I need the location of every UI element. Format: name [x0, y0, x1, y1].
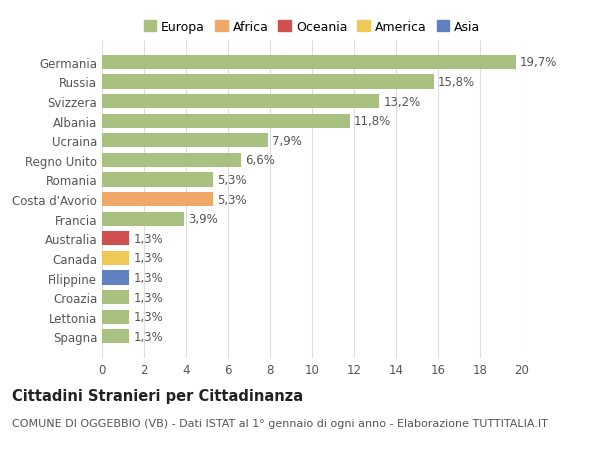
Text: 19,7%: 19,7% — [520, 56, 557, 69]
Bar — [102, 95, 379, 109]
Text: 6,6%: 6,6% — [245, 154, 275, 167]
Bar — [102, 291, 130, 304]
Bar — [102, 232, 130, 246]
Legend: Europa, Africa, Oceania, America, Asia: Europa, Africa, Oceania, America, Asia — [139, 16, 485, 39]
Text: 3,9%: 3,9% — [188, 213, 218, 226]
Text: COMUNE DI OGGEBBIO (VB) - Dati ISTAT al 1° gennaio di ogni anno - Elaborazione T: COMUNE DI OGGEBBIO (VB) - Dati ISTAT al … — [12, 418, 548, 428]
Text: 1,3%: 1,3% — [133, 311, 163, 324]
Text: 15,8%: 15,8% — [438, 76, 475, 89]
Bar — [102, 212, 184, 226]
Bar — [102, 193, 214, 207]
Text: Cittadini Stranieri per Cittadinanza: Cittadini Stranieri per Cittadinanza — [12, 388, 303, 403]
Text: 11,8%: 11,8% — [354, 115, 391, 128]
Text: 1,3%: 1,3% — [133, 232, 163, 245]
Bar — [102, 330, 130, 344]
Text: 1,3%: 1,3% — [133, 271, 163, 285]
Bar — [102, 75, 434, 90]
Text: 5,3%: 5,3% — [218, 174, 247, 187]
Bar — [102, 271, 130, 285]
Text: 1,3%: 1,3% — [133, 330, 163, 343]
Text: 1,3%: 1,3% — [133, 252, 163, 265]
Bar — [102, 134, 268, 148]
Text: 7,9%: 7,9% — [272, 134, 302, 147]
Text: 5,3%: 5,3% — [218, 193, 247, 206]
Bar — [102, 252, 130, 265]
Bar — [102, 153, 241, 168]
Bar — [102, 114, 350, 129]
Text: 13,2%: 13,2% — [383, 95, 421, 108]
Text: 1,3%: 1,3% — [133, 291, 163, 304]
Bar — [102, 56, 516, 70]
Bar — [102, 310, 130, 324]
Bar — [102, 173, 214, 187]
